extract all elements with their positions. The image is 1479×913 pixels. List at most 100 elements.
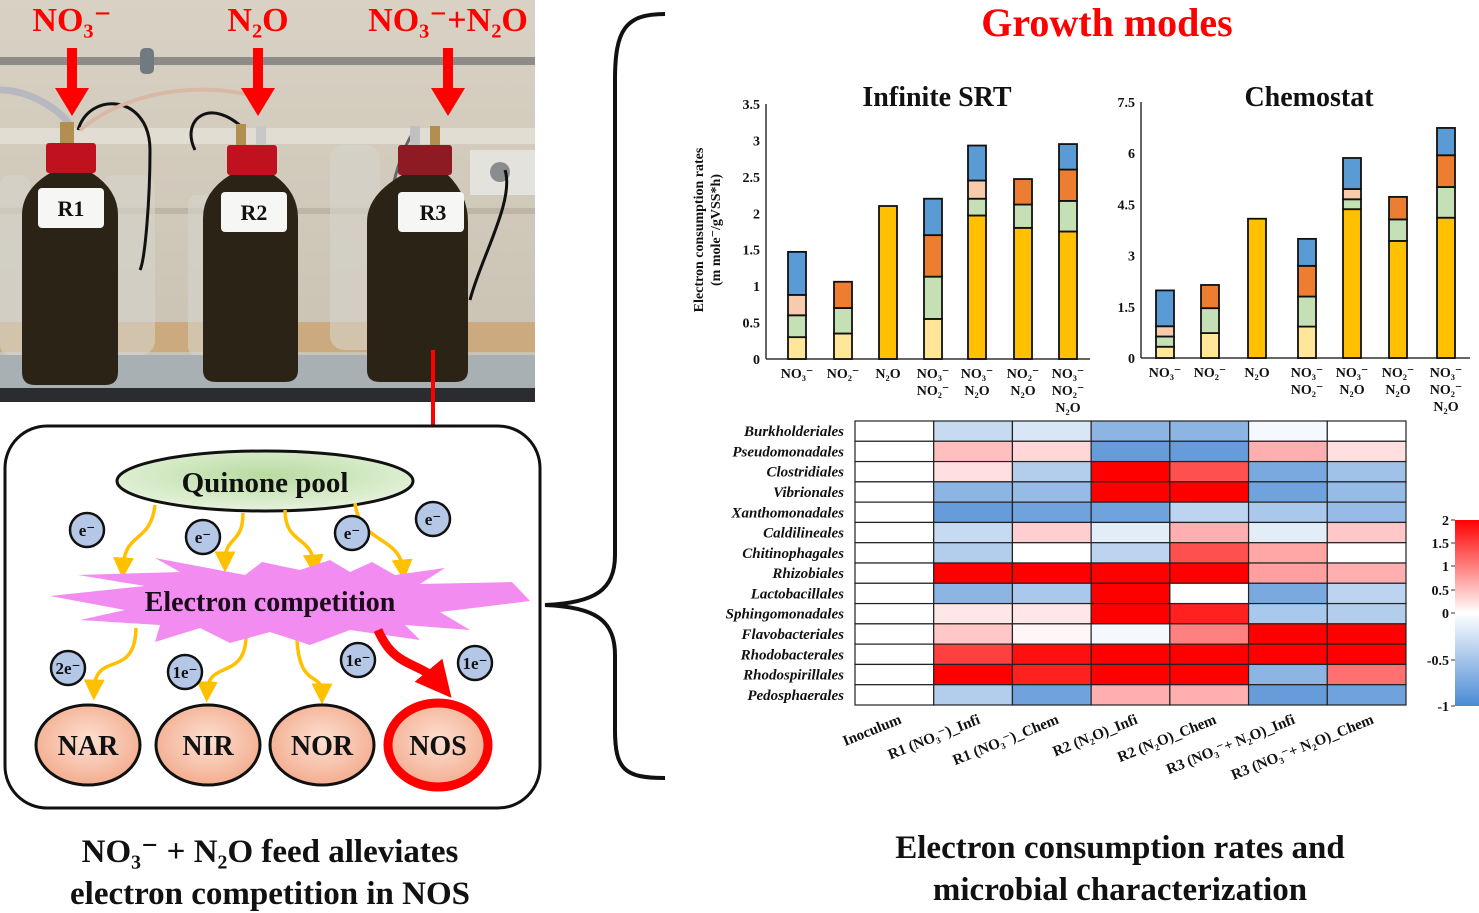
bar-segment: [1297, 264, 1317, 298]
y-tick-label: 3: [753, 134, 760, 149]
transfer-badge: [166, 653, 204, 691]
heatmap-cell: [1090, 684, 1171, 706]
bar-segment: [1436, 154, 1456, 188]
heatmap-cell: [1090, 521, 1171, 544]
heatmap-cell: [854, 501, 935, 524]
transfer-label: 1e⁻: [462, 654, 487, 673]
heatmap-cell: [1011, 460, 1092, 483]
heatmap-cell: [1169, 460, 1250, 483]
y-tick-label: 0: [1128, 352, 1135, 367]
bar-segment: [967, 144, 987, 182]
left-caption-line: electron competition in NOS: [70, 876, 470, 912]
bar-segment: [923, 318, 943, 360]
heatmap-cell: [1247, 582, 1328, 605]
heatmap-cell: [1090, 542, 1171, 564]
curly-brace: [544, 12, 666, 780]
colorbar-tick-label: 0.5: [1432, 584, 1450, 599]
y-tick-label: 1.5: [1118, 301, 1136, 316]
bar-chart-0: Infinite SRT 0 0.5 1 1.5 2 2.5 3 3.5 Electron con…: [692, 82, 1090, 416]
bar-segment: [1388, 240, 1408, 359]
heatmap-cell: [1169, 562, 1250, 584]
bar-segment: [923, 275, 943, 320]
heatmap-cell: [1090, 582, 1171, 605]
heatmap-cell: [1326, 440, 1407, 463]
x-tick-label: NO₃⁻: [1430, 366, 1463, 381]
x-tick-label: N₂O: [1385, 383, 1410, 398]
electron-badge: [414, 500, 452, 538]
bar-segment: [1155, 345, 1175, 359]
electron-label: e⁻: [425, 510, 442, 529]
y-tick-label: 3: [1128, 250, 1135, 265]
reactor-r3: [367, 126, 468, 382]
reactor-label: R3: [420, 200, 447, 225]
heatmap-row-label: Chitinophagales: [742, 546, 844, 562]
x-tick-label: NO₃⁻: [917, 367, 950, 382]
heatmap-cell: [1011, 602, 1092, 625]
bar-segment: [833, 332, 853, 360]
bar-segment: [878, 205, 898, 360]
y-tick-label: 2.5: [743, 171, 761, 186]
heatmap-cell: [933, 542, 1014, 564]
heatmap-cell: [1169, 663, 1250, 686]
transfer-badge: [456, 644, 494, 682]
heatmap-cell: [1011, 663, 1092, 686]
bar-segment: [1297, 295, 1317, 328]
heatmap-cell: [1169, 501, 1250, 524]
bar-segment: [1388, 195, 1408, 221]
heatmap-cell: [1011, 582, 1092, 605]
heatmap-cell: [1247, 501, 1328, 524]
bar-segment: [1342, 198, 1362, 211]
heatmap-row-label: Rhodospirillales: [742, 668, 844, 684]
x-tick-label: NO₃⁻: [1336, 366, 1369, 381]
x-tick-label: NO₂⁻: [1430, 383, 1463, 398]
x-tick-label: NO₂⁻: [1194, 366, 1227, 381]
bar-segment: [1058, 230, 1078, 360]
electron-competition-label: Electron competition: [145, 587, 396, 618]
heatmap-cell: [1169, 623, 1250, 645]
transfer-label: 1e⁻: [172, 663, 197, 682]
heatmap-cell: [1011, 501, 1092, 524]
heatmap-cell: [1247, 602, 1328, 625]
x-tick-label: NO₂⁻: [1007, 367, 1040, 382]
heatmap-cell: [1247, 684, 1328, 706]
bar-segment: [967, 179, 987, 200]
heatmap-cell: [854, 602, 935, 625]
electron-label: e⁻: [195, 528, 212, 547]
heatmap-cell: [1326, 542, 1407, 564]
heatmap-cell: [1090, 643, 1171, 666]
heatmap-cell: [1011, 521, 1092, 544]
bar-segment: [1013, 178, 1033, 206]
heatmap-cell: [854, 420, 935, 442]
heatmap-cell: [1247, 460, 1328, 483]
x-tick-label: NO₃⁻: [1052, 367, 1085, 382]
heatmap-cell: [1326, 643, 1407, 666]
electron-badge: [184, 518, 222, 556]
y-tick-label: 6: [1128, 147, 1135, 162]
bar-segment: [923, 197, 943, 237]
bar-segment: [1436, 216, 1456, 359]
heatmap-cell: [854, 623, 935, 645]
transfer-label: 2e⁻: [55, 659, 80, 678]
heatmap-cell: [854, 562, 935, 584]
heatmap-cell: [1326, 481, 1407, 503]
heatmap-cell: [1011, 481, 1092, 503]
feed-label-r2: N₂O: [227, 2, 288, 39]
y-axis-label: Electron consumption rates: [692, 147, 707, 312]
heatmap-cell: [854, 643, 935, 666]
heatmap: Burkholderiales Pseudomonadales Clostridia…: [726, 420, 1479, 784]
feed-label-r3: NO₃⁻+N₂O: [368, 2, 528, 39]
bar-segment: [787, 250, 807, 296]
x-tick-label: N₂O: [1339, 383, 1364, 398]
chart-title: Infinite SRT: [862, 82, 1011, 113]
enzyme-label: NIR: [182, 731, 234, 762]
heatmap-row-label: Rhizobiales: [771, 566, 844, 582]
colorbar-tick-label: 2: [1442, 514, 1449, 529]
electron-badge: [333, 514, 371, 552]
heatmap-cell: [1011, 542, 1092, 564]
mechanism-diagram: Quinone pool Electron competition e⁻ e⁻ e⁻…: [3, 424, 542, 810]
heatmap-cell: [854, 663, 935, 686]
heatmap-cell: [933, 420, 1014, 442]
heatmap-cell: [1326, 602, 1407, 625]
heatmap-cell: [1326, 420, 1407, 442]
heatmap-cell: [1011, 440, 1092, 463]
